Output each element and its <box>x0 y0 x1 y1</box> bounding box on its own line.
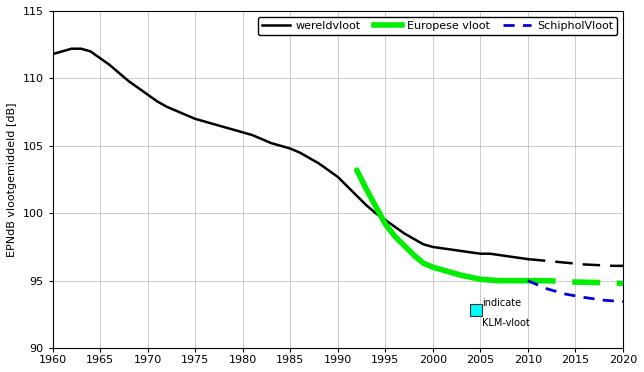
Y-axis label: EPNdB vlootgemiddeld [dB]: EPNdB vlootgemiddeld [dB] <box>7 102 17 257</box>
Text: KLM-vloot: KLM-vloot <box>482 318 530 328</box>
Text: indicate: indicate <box>482 298 522 308</box>
Legend: wereldvloot, Europese vloot, SchipholVloot: wereldvloot, Europese vloot, SchipholVlo… <box>258 16 618 35</box>
